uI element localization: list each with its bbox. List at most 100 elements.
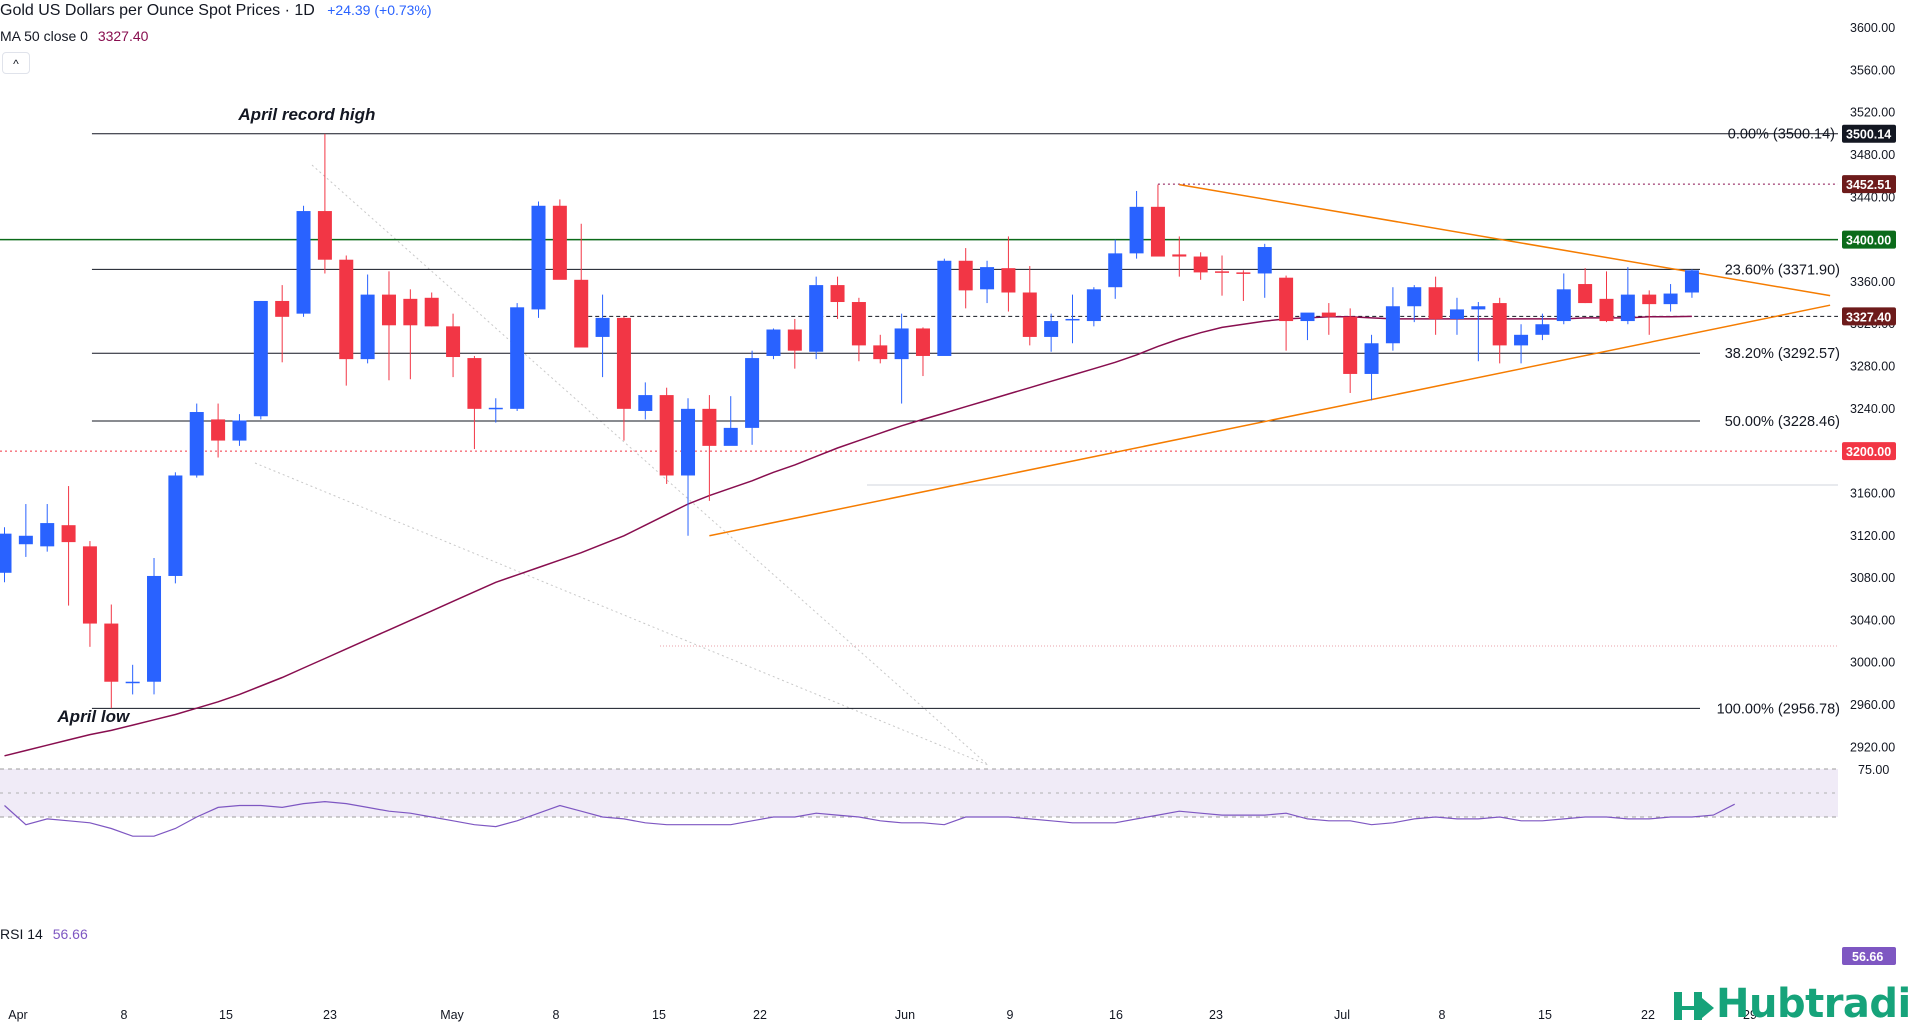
candle: [958, 248, 973, 309]
candle: [1108, 239, 1123, 299]
candle-body: [189, 412, 204, 476]
x-tick-label: 15: [1538, 1008, 1552, 1022]
chart-title: Gold US Dollars per Ounce Spot Prices · …: [0, 2, 315, 19]
candle-body: [1300, 312, 1315, 322]
y-tick-label: 2960.00: [1850, 698, 1895, 712]
fib-level-label: 50.00% (3228.46): [1725, 414, 1840, 430]
candle: [830, 276, 845, 319]
candle-body: [1086, 289, 1101, 322]
candle-body: [1193, 256, 1208, 273]
candle-body: [702, 408, 717, 446]
y-tick-label: 3360.00: [1850, 275, 1895, 289]
price-tag-box: [1842, 442, 1896, 461]
candle-body: [1108, 253, 1123, 288]
candle: [510, 303, 525, 411]
price-tag-label: 3500.14: [1846, 128, 1891, 142]
rsi-value: 56.66: [52, 926, 88, 942]
annotation-label: April record high: [237, 105, 375, 124]
price-tag-box: [1842, 230, 1896, 249]
candle-body: [510, 307, 525, 409]
candle-body: [1257, 247, 1272, 274]
candle: [446, 313, 461, 378]
candle-body: [381, 294, 396, 326]
candle-body: [894, 328, 909, 360]
candle-body: [18, 535, 33, 545]
candle-body: [1321, 312, 1336, 317]
candle-body: [232, 420, 247, 441]
candle: [1385, 287, 1400, 351]
y-tick-label: 3080.00: [1850, 571, 1895, 585]
price-tag-box: [1842, 307, 1896, 326]
candle: [488, 398, 503, 423]
candle-body: [1343, 316, 1358, 374]
candle: [1428, 276, 1443, 335]
x-tick-label: Jun: [895, 1008, 915, 1022]
price-tag: 3400.00: [1842, 230, 1896, 249]
x-tick-label: Apr: [8, 1008, 27, 1022]
candle: [1535, 313, 1550, 341]
candle-body: [275, 300, 290, 317]
candle: [1364, 334, 1379, 401]
price-change: +24.39 (+0.73%): [327, 2, 432, 18]
candle: [1321, 303, 1336, 335]
candle: [1129, 190, 1144, 259]
candle: [980, 260, 995, 304]
candle-body: [745, 358, 760, 428]
candle-body: [446, 326, 461, 358]
ma-legend[interactable]: MA 50 close 0 3327.40: [0, 28, 148, 44]
candle: [1044, 313, 1059, 352]
candle: [211, 403, 226, 458]
candle-body: [1428, 287, 1443, 319]
x-tick-label: 8: [1439, 1008, 1446, 1022]
candle-body: [360, 294, 375, 360]
candle: [616, 316, 631, 441]
y-tick-label: 3440.00: [1850, 190, 1895, 204]
candle-body: [40, 523, 55, 547]
candle-body: [1236, 272, 1251, 274]
y-tick-label: 3480.00: [1850, 148, 1895, 162]
candle: [1193, 252, 1208, 280]
candle: [1492, 297, 1507, 364]
candle: [552, 199, 567, 280]
candle-body: [82, 546, 97, 624]
candle-body: [211, 419, 226, 441]
helper-channel-lower: [254, 462, 989, 766]
chevron-up-icon[interactable]: ^: [2, 52, 30, 74]
rsi-legend[interactable]: RSI 14 56.66: [0, 926, 88, 942]
candle: [873, 334, 888, 364]
candle-body: [104, 623, 119, 682]
x-tick-label: 29: [1743, 1008, 1757, 1022]
candle: [574, 223, 589, 348]
candle-body: [488, 407, 503, 410]
candle: [168, 472, 183, 584]
hubtrading-logo-icon: [1674, 992, 1714, 1020]
candle-body: [168, 475, 183, 576]
candle-body: [980, 267, 995, 290]
candle-body: [787, 329, 802, 351]
price-tag: 3452.51: [1842, 175, 1896, 194]
y-tick-label: 3560.00: [1850, 63, 1895, 77]
hubtrading-logo: Hubtrading: [1672, 981, 1909, 1027]
candle: [82, 541, 97, 647]
candle: [1578, 268, 1593, 304]
candle-body: [317, 211, 332, 260]
candle: [1257, 243, 1272, 298]
candle-body: [851, 302, 866, 346]
candle-body: [1364, 343, 1379, 374]
candle-body: [681, 408, 696, 476]
y-tick-label: 3280.00: [1850, 360, 1895, 374]
y-tick-label: 3240.00: [1850, 402, 1895, 416]
candle: [1407, 285, 1422, 323]
rsi-line: [4, 800, 1735, 837]
candle-body: [403, 298, 418, 326]
candle: [915, 327, 930, 377]
annotation-label: April low: [56, 707, 131, 726]
candle-body: [531, 205, 546, 310]
rsi-tag-label: 56.66: [1852, 950, 1883, 964]
x-tick-label: 22: [753, 1008, 767, 1022]
candle: [189, 403, 204, 478]
candle-body: [1215, 271, 1230, 273]
candle: [638, 382, 653, 420]
candle: [1514, 324, 1529, 364]
